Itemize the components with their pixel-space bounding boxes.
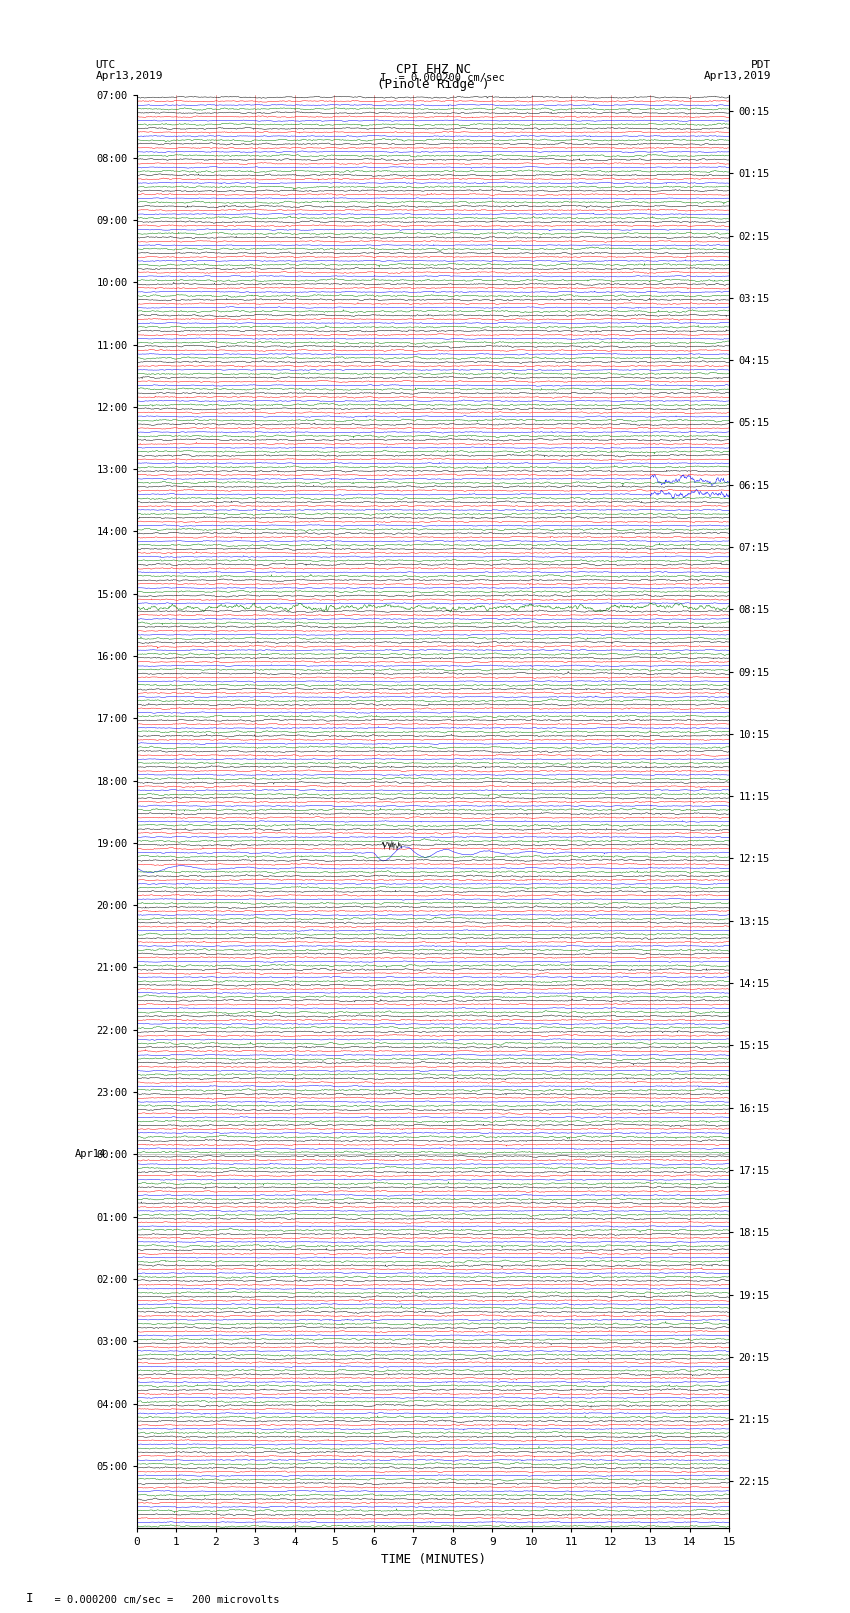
Title: CPI EHZ NC
(Pinole Ridge ): CPI EHZ NC (Pinole Ridge ) bbox=[377, 63, 490, 92]
Text: = 0.000200 cm/sec: = 0.000200 cm/sec bbox=[386, 73, 505, 82]
Text: UTC
Apr13,2019: UTC Apr13,2019 bbox=[95, 60, 163, 81]
Text: = 0.000200 cm/sec =   200 microvolts: = 0.000200 cm/sec = 200 microvolts bbox=[42, 1595, 280, 1605]
Text: I: I bbox=[26, 1592, 33, 1605]
Text: PDT
Apr13,2019: PDT Apr13,2019 bbox=[703, 60, 771, 81]
Text: Apr14: Apr14 bbox=[75, 1150, 105, 1160]
Text: I: I bbox=[380, 73, 387, 82]
X-axis label: TIME (MINUTES): TIME (MINUTES) bbox=[381, 1553, 485, 1566]
